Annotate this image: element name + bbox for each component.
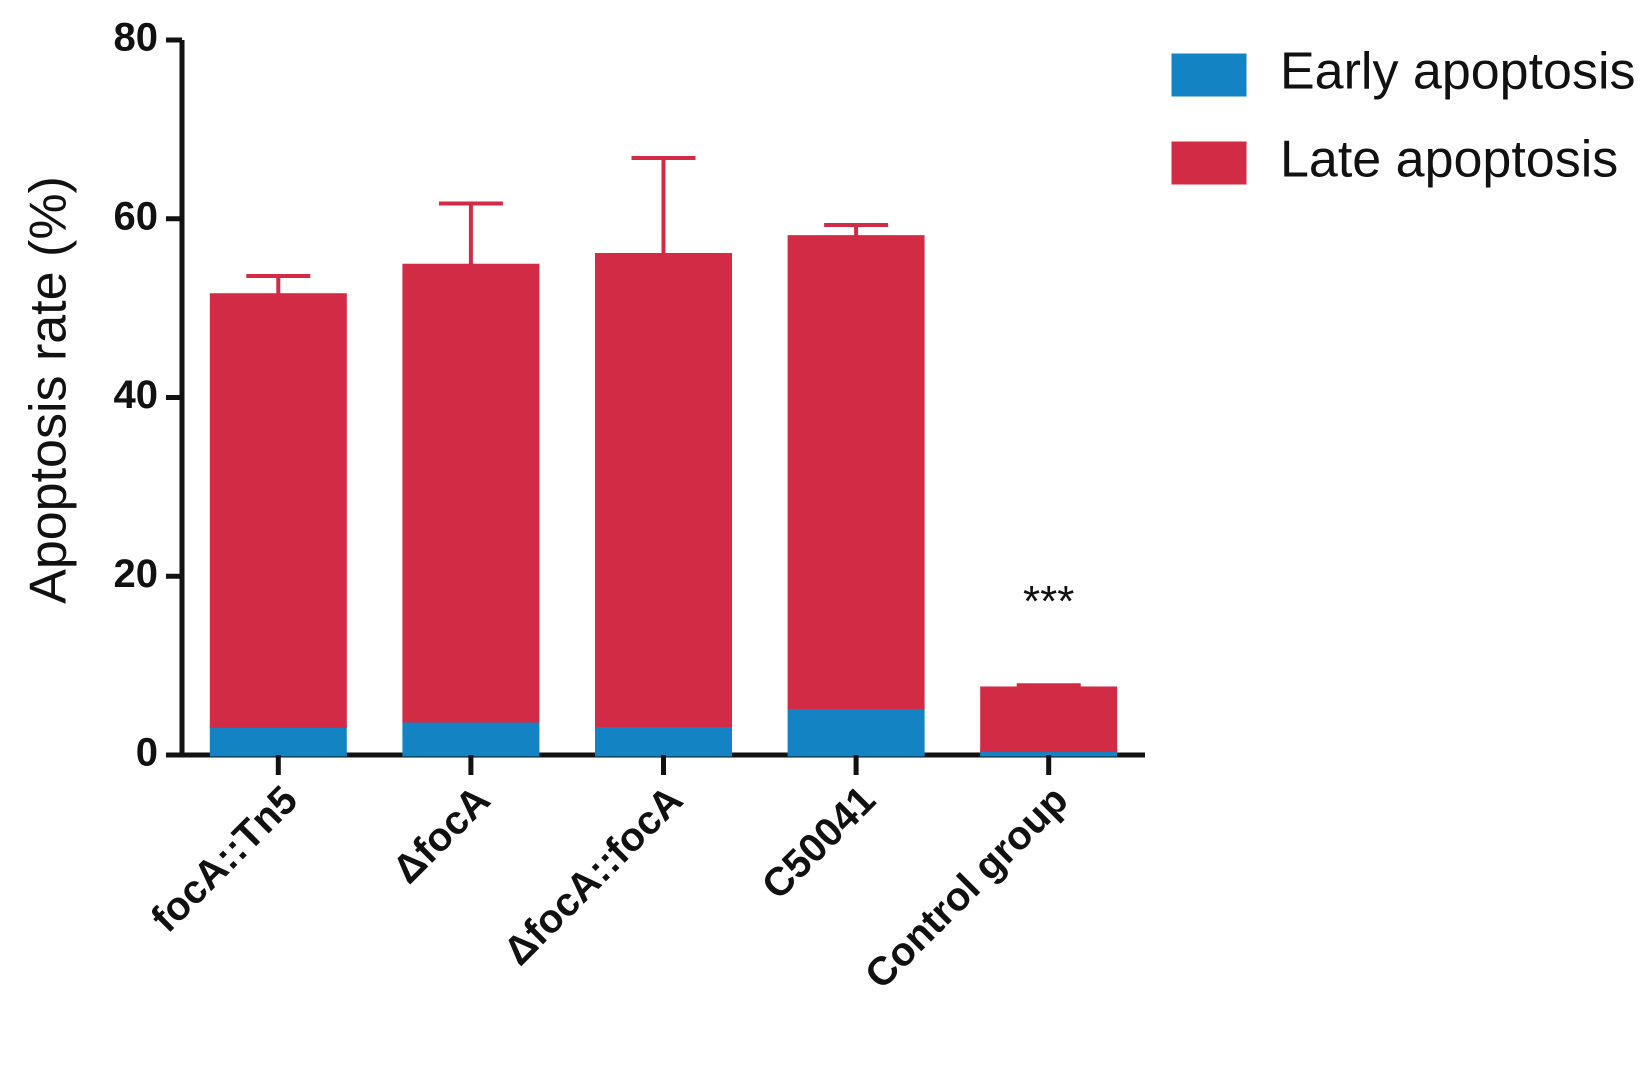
y-tick-label: 80 (114, 16, 159, 60)
legend-label: Early apoptosis (1280, 43, 1636, 101)
bar-segment (787, 706, 925, 757)
bar-segment (209, 724, 347, 757)
y-tick-label: 40 (114, 373, 159, 417)
bar-segment (402, 719, 540, 757)
x-tick-label: ΔfocA (384, 778, 498, 892)
bar-segment (787, 235, 925, 710)
bar-segment (209, 293, 347, 728)
y-tick-label: 60 (114, 194, 159, 238)
y-tick-label: 0 (136, 731, 158, 775)
y-axis-title: Apoptosis rate (%) (20, 176, 78, 604)
legend-label: Late apoptosis (1280, 131, 1618, 189)
x-tick-label: ΔfocA::focA (495, 778, 691, 974)
legend-swatch (1171, 53, 1247, 97)
x-tick-label: C50041 (754, 778, 884, 908)
bar-segment (595, 724, 732, 757)
x-tick-label: focA::Tn5 (143, 778, 306, 941)
annotation: *** (1023, 577, 1074, 626)
y-tick-label: 20 (114, 552, 159, 596)
bar-segment (595, 253, 732, 728)
x-tick-label: Control group (857, 778, 1077, 998)
bar-segment (980, 686, 1118, 753)
legend-swatch (1171, 141, 1247, 185)
bar-segment (402, 263, 540, 723)
